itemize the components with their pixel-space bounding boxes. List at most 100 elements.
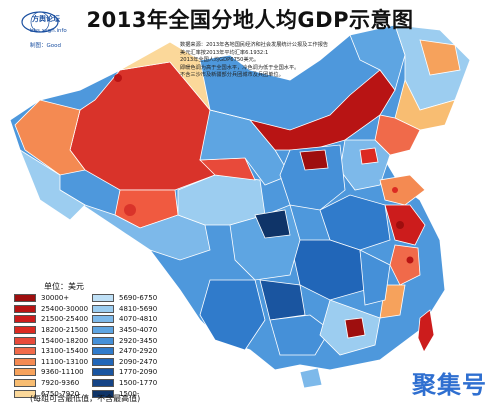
legend-label: 4810-5690	[119, 304, 158, 313]
region-beijing-tianjin	[359, 147, 379, 165]
legend-note: (每组可含最低值，不含最高值)	[30, 394, 141, 403]
legend-swatch	[14, 294, 36, 303]
legend-label: 25400-30000	[41, 304, 89, 313]
legend-swatch	[14, 315, 36, 324]
legend-item: 21500-25400	[14, 314, 88, 325]
region-xinjiang-west	[14, 99, 86, 176]
region-xinjiang-north	[119, 41, 211, 111]
legend-label: 5690-6750	[119, 294, 158, 303]
legend-label: 30000+	[41, 294, 70, 303]
region-jiangxi	[359, 249, 391, 306]
legend-label: 18200-21500	[41, 326, 89, 335]
legend-swatch	[14, 326, 36, 335]
legend-label: 2090-2470	[119, 357, 158, 366]
legend-label: 1770-2090	[119, 368, 158, 377]
legend-swatch	[92, 379, 114, 388]
note-line: 数据来源：2013年各地国民经济和社会发展统计公报及工作报告	[180, 42, 329, 48]
region-ordos	[299, 149, 329, 171]
legend-label: 1500-1770	[119, 379, 158, 388]
legend-swatch	[14, 379, 36, 388]
legend-swatch	[14, 336, 36, 345]
map-maker: 制图：Good	[30, 43, 61, 49]
legend-item: 9360-11100	[14, 367, 88, 378]
legend-item: 3450-4070	[92, 325, 157, 336]
note-line: 美元汇率按2013年平均汇率6.1932:1	[180, 49, 269, 56]
legend-swatch	[14, 368, 36, 377]
region-zhejiang	[389, 244, 421, 286]
legend-swatch	[92, 357, 114, 366]
legend-label: 11100-13100	[41, 357, 89, 366]
legend-left-column: 30000+ 25400-30000 21500-25400 18200-21500 1…	[14, 293, 88, 399]
forum-name: 方舆论坛	[32, 15, 60, 23]
city-marker	[124, 204, 136, 216]
legend-item: 11100-13100	[14, 357, 88, 368]
region-guangxi	[269, 314, 331, 356]
region-tibet	[59, 189, 211, 261]
city-marker	[396, 221, 404, 229]
legend-swatch	[14, 347, 36, 356]
legend-label: 2470-2920	[119, 347, 158, 356]
region-pearl-delta	[344, 317, 366, 339]
region-jiangsu-shanghai	[384, 204, 426, 246]
map-title: 2013年全国分地人均GDP示意图	[86, 8, 414, 32]
legend-item: 1770-2090	[92, 367, 157, 378]
note-line: 不含三沙市及新疆部分兵团城市及兵团单位。	[180, 72, 284, 79]
legend-swatch	[92, 315, 114, 324]
legend-item: 6750-7920	[14, 388, 88, 399]
region-shandong	[379, 174, 426, 206]
region-heilongjiang-orange	[419, 39, 461, 76]
legend-swatch	[92, 347, 114, 356]
legend-unit: 单位：美元	[44, 282, 84, 291]
legend-label: 9360-11100	[41, 368, 84, 377]
legend-item: 2920-3450	[92, 335, 157, 346]
legend-label: 6750-7920	[41, 389, 80, 398]
legend-item: 18200-21500	[14, 325, 88, 336]
legend-swatch	[14, 389, 36, 398]
city-marker	[406, 256, 414, 264]
legend-swatch	[92, 304, 114, 313]
forum-logo: 方舆论坛 bbs.xsgh.info 制图：Good	[20, 8, 82, 49]
legend-item: 7920-9360	[14, 378, 88, 389]
legend-item: 25400-30000	[14, 304, 88, 315]
watermark: 聚集号	[412, 371, 487, 399]
city-marker	[392, 187, 398, 193]
legend-label: 7920-9360	[41, 379, 80, 388]
legend-swatch	[92, 336, 114, 345]
legend-label: 1500-	[119, 389, 140, 398]
legend-label: 3450-4070	[119, 326, 158, 335]
legend-item: 13100-15400	[14, 346, 88, 357]
source-notes: 数据来源：2013年各地国民经济和社会发展统计公报及工作报告 美元汇率按2013…	[180, 42, 400, 80]
legend-swatch	[92, 389, 114, 398]
forum-site: bbs.xsgh.info	[30, 28, 67, 34]
legend-item: 30000+	[14, 293, 88, 304]
legend-item: 1500-	[92, 388, 157, 399]
region-guizhou	[259, 279, 306, 321]
legend-label: 4070-4810	[119, 315, 158, 324]
region-yunnan	[199, 279, 266, 351]
legend-label: 15400-18200	[41, 336, 89, 345]
logo-emblem	[21, 11, 59, 33]
region-hainan	[299, 367, 323, 389]
legend-item: 15400-18200	[14, 335, 88, 346]
legend-swatch	[14, 304, 36, 313]
legend-item: 1500-1770	[92, 378, 157, 389]
legend-swatch	[14, 357, 36, 366]
legend-swatch	[92, 326, 114, 335]
legend-item: 2090-2470	[92, 357, 157, 368]
city-marker	[114, 74, 122, 82]
region-tibet-west	[19, 149, 86, 221]
note-line: 即暖色调为高于全国水平，冷色调为低于全国水平。	[180, 64, 300, 71]
region-sichuan-dark	[254, 209, 291, 239]
legend-swatch	[92, 294, 114, 303]
legend-label: 2920-3450	[119, 336, 158, 345]
legend-item: 5690-6750	[92, 293, 157, 304]
note-line: 2013年全国人均GDP6750美元。	[180, 57, 260, 64]
legend-right-column: 5690-6750 4810-5690 4070-4810 3450-4070 2920…	[92, 293, 157, 399]
legend-label: 13100-15400	[41, 347, 89, 356]
region-taiwan	[417, 309, 435, 353]
legend-label: 21500-25400	[41, 315, 89, 324]
legend-swatch	[92, 368, 114, 377]
legend-item: 4810-5690	[92, 304, 157, 315]
legend-item: 4070-4810	[92, 314, 157, 325]
